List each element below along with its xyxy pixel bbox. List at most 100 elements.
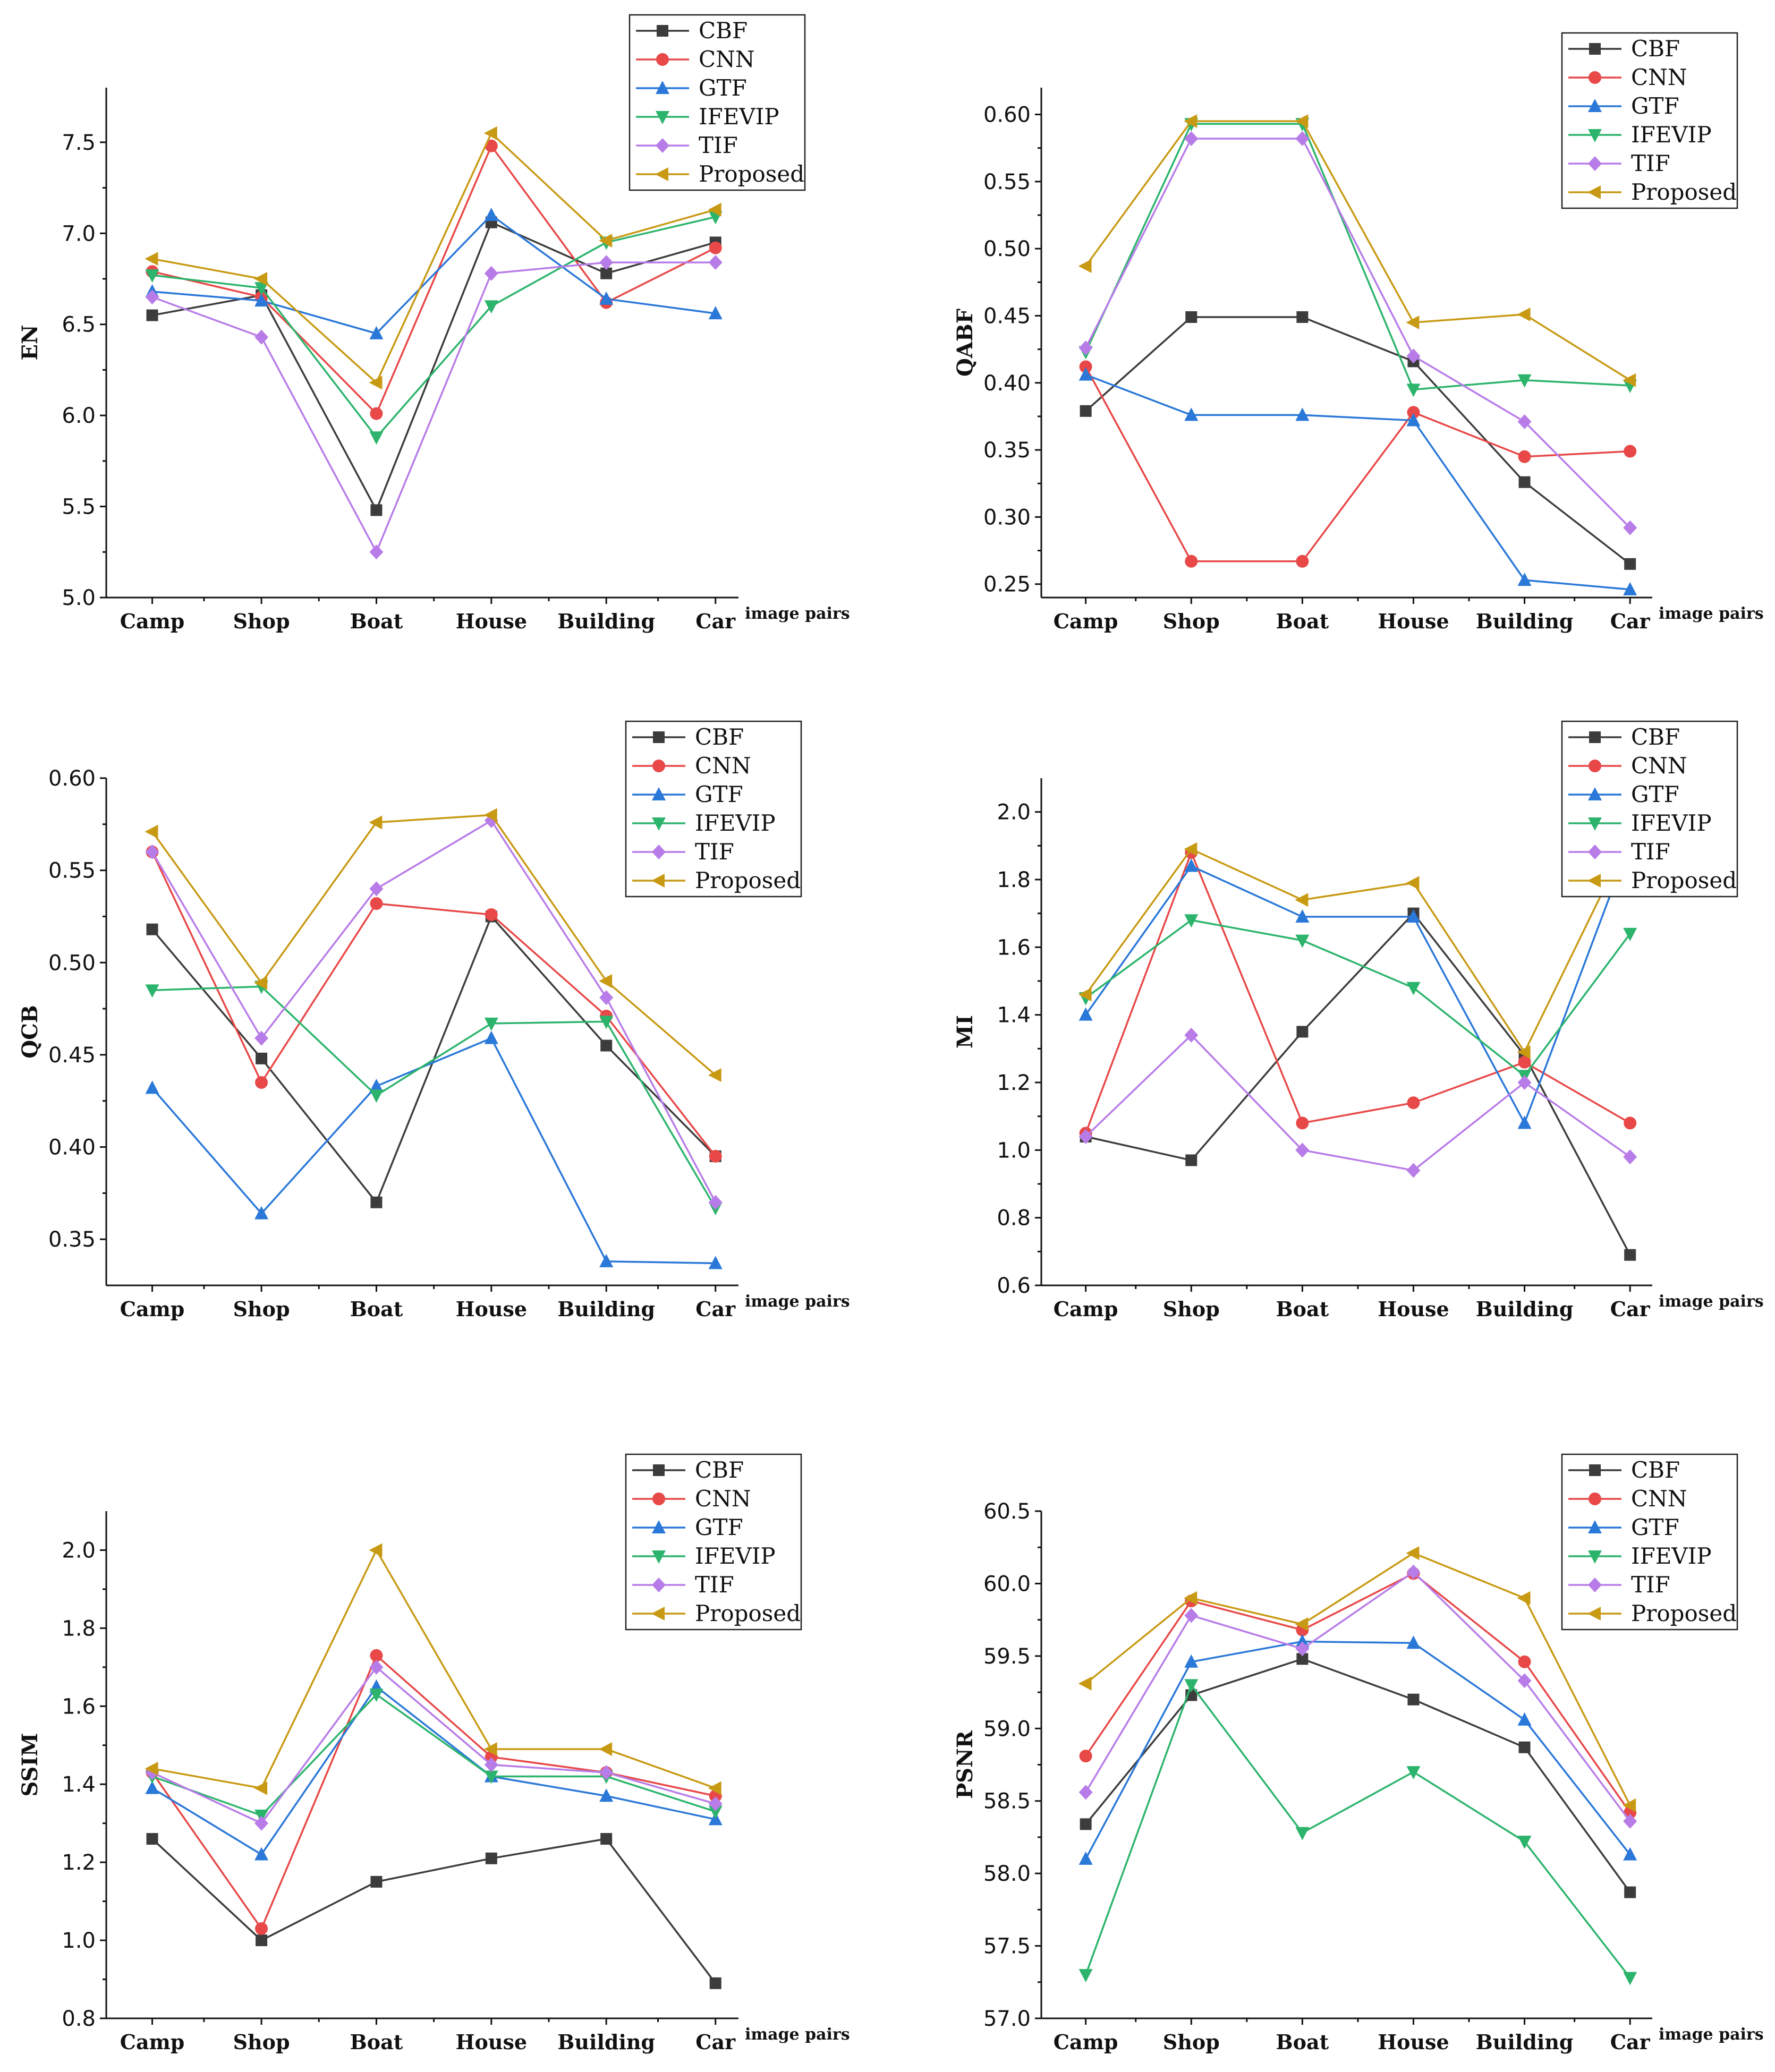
y-tick-label: 60.5 xyxy=(983,1499,1031,1524)
y-tick-label: 2.0 xyxy=(62,1538,96,1563)
data-point-tif xyxy=(1623,1149,1637,1165)
data-point-gtf xyxy=(1295,909,1310,923)
x-tick-label: House xyxy=(1378,2030,1449,2054)
data-point-gtf xyxy=(1517,573,1532,586)
data-point-cnn xyxy=(709,1149,722,1163)
legend-marker xyxy=(1589,731,1601,743)
y-tick-label: 0.45 xyxy=(48,1043,96,1068)
data-point-tif xyxy=(1078,1129,1093,1144)
data-point-cbf xyxy=(1518,476,1531,488)
data-point-proposed xyxy=(1623,373,1636,387)
x-axis-label: image pairs xyxy=(745,1292,850,1311)
data-point-proposed xyxy=(1623,1798,1636,1812)
data-point-cnn xyxy=(370,407,383,420)
x-tick-label: Boat xyxy=(350,2030,403,2054)
data-point-gtf xyxy=(254,1206,269,1220)
data-point-tif xyxy=(369,544,384,560)
series-line-gtf xyxy=(151,1685,716,1856)
legend-marker xyxy=(1588,99,1602,112)
data-point-proposed xyxy=(254,976,268,990)
data-point-cbf xyxy=(1185,311,1198,323)
y-tick-label: 0.6 xyxy=(997,1274,1031,1298)
data-point-cbf xyxy=(600,1039,613,1052)
legend-marker xyxy=(651,1607,665,1621)
data-point-tif xyxy=(1623,520,1637,535)
y-tick-label: 5.0 xyxy=(62,586,96,610)
y-tick-label: 6.0 xyxy=(62,404,96,428)
x-tick-label: Car xyxy=(1610,2030,1651,2054)
data-point-proposed xyxy=(599,974,613,988)
legend-label: GTF xyxy=(1631,781,1679,807)
y-tick-label: 0.8 xyxy=(997,1206,1031,1231)
data-point-cnn xyxy=(1079,360,1092,373)
data-point-tif xyxy=(1406,348,1421,364)
x-tick-label: Boat xyxy=(350,609,403,633)
legend-label: Proposed xyxy=(1631,179,1737,205)
x-tick-label: Camp xyxy=(1054,2030,1118,2054)
y-axis-label: QCB xyxy=(18,1005,43,1059)
data-point-cnn xyxy=(485,139,498,152)
x-tick-label: Shop xyxy=(233,1297,290,1321)
x-tick-label: House xyxy=(456,1297,527,1321)
data-point-cbf xyxy=(146,309,158,321)
data-point-ifevip xyxy=(1517,374,1532,388)
data-point-ifevip xyxy=(1078,1969,1093,1983)
data-point-cnn xyxy=(1518,450,1531,463)
legend-label: IFEVIP xyxy=(1631,810,1712,836)
series-line-ifevip xyxy=(152,985,717,1209)
data-point-tif xyxy=(1517,1075,1532,1090)
data-point-proposed xyxy=(599,234,613,248)
data-point-gtf xyxy=(484,1030,498,1044)
y-tick-label: 59.0 xyxy=(983,1717,1031,1741)
data-point-cnn xyxy=(1296,555,1309,568)
x-tick-label: Car xyxy=(695,1297,736,1321)
y-tick-label: 0.8 xyxy=(62,2007,96,2031)
series-line-gtf xyxy=(152,214,716,335)
legend-marker xyxy=(652,1550,666,1564)
data-point-proposed xyxy=(1295,893,1309,907)
data-point-cnn xyxy=(370,897,383,910)
legend-label: IFEVIP xyxy=(699,104,779,130)
legend-marker xyxy=(1589,71,1601,84)
data-point-cnn xyxy=(255,1076,268,1089)
legend-marker xyxy=(657,25,668,37)
data-point-cbf xyxy=(146,1833,158,1845)
series-line-cnn xyxy=(152,144,716,415)
legend-marker xyxy=(656,138,669,153)
data-point-cnn xyxy=(255,1922,268,1935)
legend-marker xyxy=(1589,1493,1601,1505)
legend-label: TIF xyxy=(695,1572,734,1598)
data-point-cnn xyxy=(1079,1750,1092,1763)
legend-marker xyxy=(653,1464,665,1476)
legend-marker xyxy=(656,81,669,94)
data-point-proposed xyxy=(1295,114,1309,129)
legend-marker xyxy=(655,167,668,181)
data-point-proposed xyxy=(254,1781,268,1795)
data-point-proposed xyxy=(145,824,158,839)
y-axis-label: MI xyxy=(953,1015,978,1048)
data-point-cbf xyxy=(1624,558,1636,570)
data-point-tif xyxy=(1623,1813,1637,1829)
y-tick-label: 1.8 xyxy=(997,868,1031,892)
x-tick-label: House xyxy=(1378,1297,1449,1321)
legend-marker xyxy=(1588,1578,1602,1592)
data-point-proposed xyxy=(1078,1676,1092,1691)
x-tick-label: House xyxy=(456,2030,527,2054)
legend-marker xyxy=(1589,43,1601,55)
data-point-ifevip xyxy=(1295,934,1310,948)
x-tick-label: Building xyxy=(557,609,655,633)
data-point-cbf xyxy=(1624,1249,1636,1261)
data-point-ifevip xyxy=(145,984,159,998)
legend-label: Proposed xyxy=(695,1600,801,1626)
data-point-tif xyxy=(254,1815,269,1831)
y-tick-label: 1.4 xyxy=(997,1003,1031,1028)
data-point-proposed xyxy=(708,1781,721,1795)
x-axis-label: image pairs xyxy=(1659,2025,1764,2044)
legend-label: CNN xyxy=(1631,64,1687,90)
x-tick-label: Building xyxy=(1476,1297,1574,1321)
data-point-tif xyxy=(708,255,723,270)
data-point-cbf xyxy=(370,1875,383,1888)
data-point-tif xyxy=(484,1757,498,1772)
data-point-cbf xyxy=(1080,1818,1092,1830)
data-point-proposed xyxy=(483,1742,497,1756)
